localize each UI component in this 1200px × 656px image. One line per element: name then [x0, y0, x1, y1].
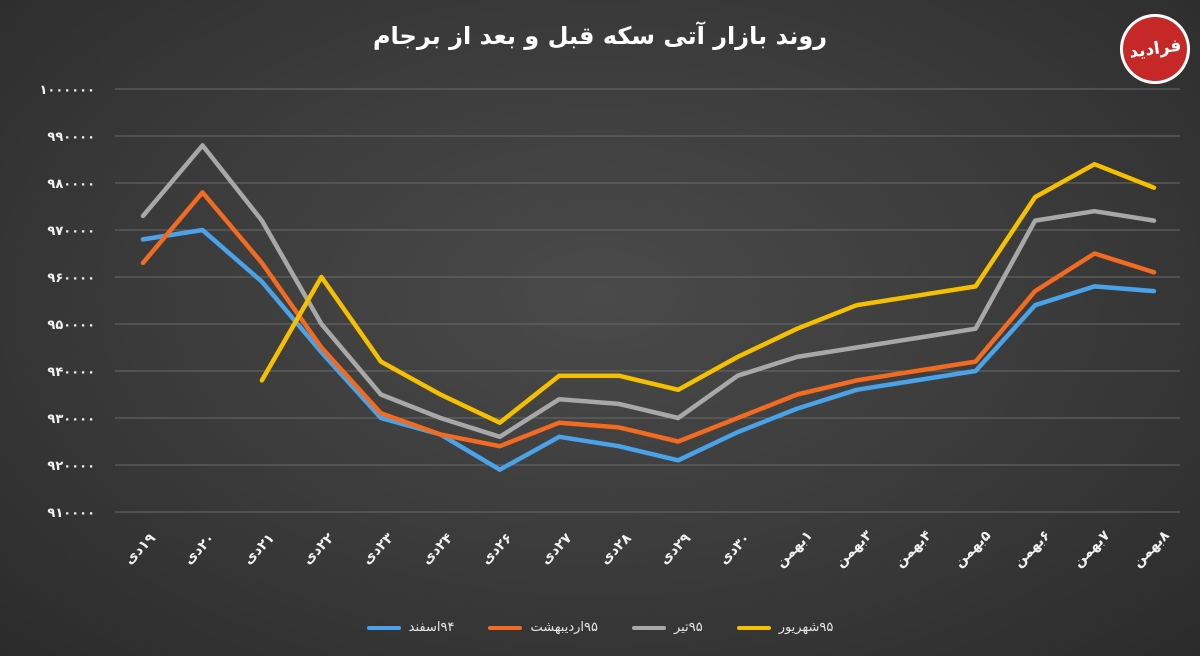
- legend-item: ۹۵شهریور: [736, 620, 834, 635]
- legend: ۹۴اسفند ۹۵اردیبهشت ۹۵تیر ۹۵شهریور: [0, 620, 1200, 635]
- y-tick-label: ۹۹۰۰۰۰: [47, 130, 95, 145]
- site-logo: فرادید: [1120, 14, 1190, 84]
- y-tick-label: ۱۰۰۰۰۰۰: [39, 83, 95, 98]
- legend-item: ۹۵اردیبهشت: [488, 620, 598, 635]
- x-tick-label: ۲۰دی: [181, 530, 219, 568]
- legend-swatch: [366, 625, 401, 630]
- series-line: [259, 161, 1157, 425]
- legend-swatch: [736, 625, 771, 630]
- chart-title: روند بازار آتی سکه قبل و بعد از برجام: [372, 22, 828, 50]
- y-tick-label: ۹۵۰۰۰۰: [47, 318, 95, 333]
- x-tick-label: ۲۹دی: [657, 530, 695, 568]
- y-tick-label: ۹۸۰۰۰۰: [47, 177, 95, 192]
- series-line: [140, 227, 1157, 472]
- legend-item: ۹۵تیر: [632, 620, 703, 635]
- x-tick-label: ۲۷دی: [538, 530, 576, 568]
- y-axis-ticks: ۹۱۰۰۰۰ ۹۲۰۰۰۰ ۹۳۰۰۰۰ ۹۴۰۰۰۰ ۹۵۰۰۰۰ ۹۶۰۰۰۰ ۹۷۰۰…: [39, 83, 95, 521]
- series-line: [140, 190, 1157, 449]
- legend-label: ۹۵تیر: [674, 620, 703, 635]
- x-tick-label: ۲۸دی: [597, 530, 635, 568]
- legend-label: ۹۵شهریور: [778, 620, 834, 635]
- legend-swatch: [488, 625, 523, 630]
- y-tick-label: ۹۲۰۰۰۰: [47, 459, 95, 474]
- x-tick-label: ۷بهمن: [1070, 527, 1113, 570]
- x-tick-label: ۲۲دی: [300, 530, 338, 568]
- x-tick-label: ۱بهمن: [773, 528, 816, 571]
- x-tick-label: ۳بهمن: [832, 527, 875, 570]
- series-lines: [140, 143, 1157, 472]
- x-tick-label: ۴بهمن: [892, 527, 935, 570]
- x-tick-label: ۲۳دی: [359, 530, 397, 568]
- y-tick-label: ۹۱۰۰۰۰: [47, 506, 95, 521]
- x-tick-label: ۲۶دی: [478, 530, 516, 568]
- y-tick-label: ۹۴۰۰۰۰: [47, 365, 95, 380]
- x-tick-label: ۸بهمن: [1130, 527, 1173, 570]
- legend-label: ۹۵اردیبهشت: [530, 620, 598, 635]
- x-tick-label: ۱۹دی: [121, 530, 159, 568]
- y-tick-label: ۹۷۰۰۰۰: [47, 224, 95, 239]
- x-axis-ticks: ۱۹دی ۲۰دی ۲۱دی ۲۲دی ۲۳دی ۲۴دی ۲۶دی ۲۷دی ۲۸دی ۲۹دی…: [121, 527, 1173, 570]
- x-tick-label: ۲۴دی: [419, 530, 457, 568]
- series-line: [140, 143, 1157, 440]
- gridlines: [115, 88, 1180, 513]
- legend-label: ۹۴اسفند: [408, 620, 455, 635]
- x-tick-label: ۶بهمن: [1011, 528, 1054, 571]
- x-tick-label: ۲۱دی: [240, 530, 278, 568]
- x-tick-label: ۳۰دی: [716, 530, 754, 568]
- y-tick-label: ۹۶۰۰۰۰: [47, 271, 95, 286]
- y-tick-label: ۹۳۰۰۰۰: [47, 412, 95, 427]
- x-tick-label: ۵بهمن: [951, 527, 994, 570]
- legend-item: ۹۴اسفند: [366, 620, 455, 635]
- legend-swatch: [632, 625, 666, 630]
